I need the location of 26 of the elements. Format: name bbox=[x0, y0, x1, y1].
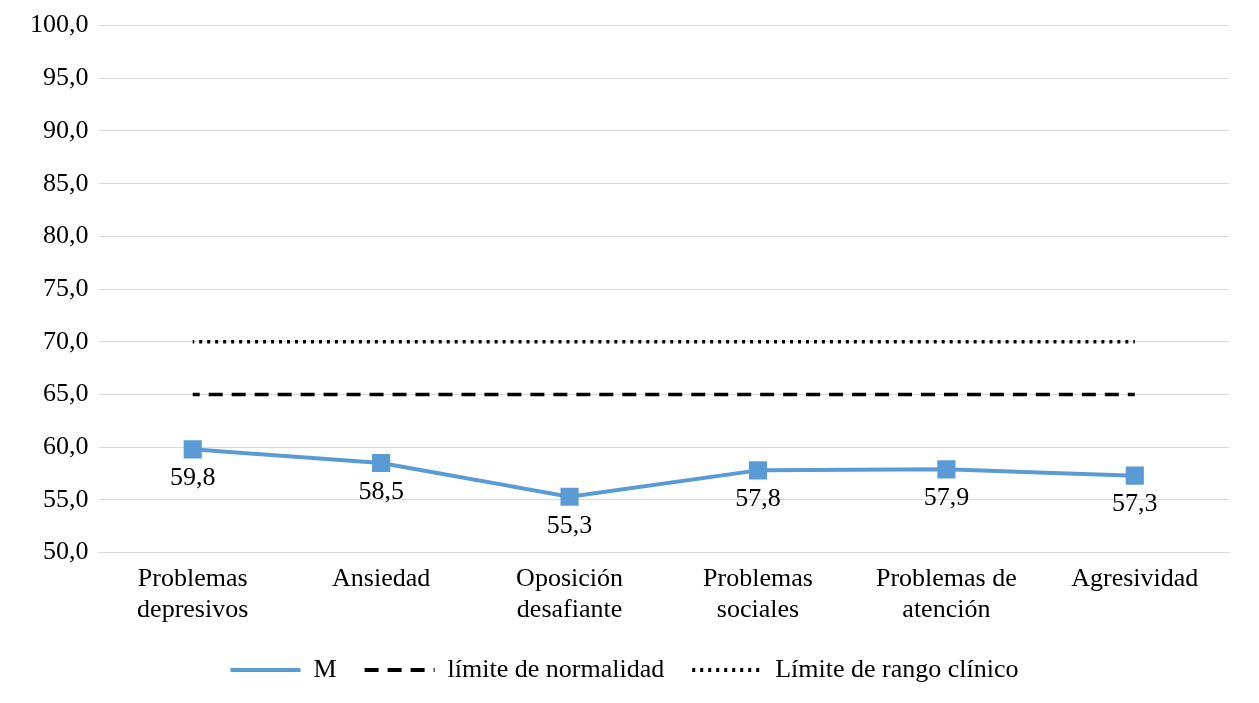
data-label: 58,5 bbox=[358, 475, 404, 505]
data-label: 57,3 bbox=[1112, 488, 1158, 518]
x-tick-label: Problemas de atención bbox=[875, 563, 1017, 624]
x-tick-label: Problemas sociales bbox=[703, 563, 813, 624]
y-tick-label: 100,0 bbox=[30, 9, 89, 39]
y-tick-label: 85,0 bbox=[43, 167, 89, 197]
y-tick-label: 60,0 bbox=[43, 431, 89, 461]
data-label: 57,8 bbox=[735, 483, 781, 513]
x-tick-label: Ansiedad bbox=[332, 563, 431, 593]
legend-label: límite de normalidad bbox=[447, 653, 665, 683]
y-tick-label: 95,0 bbox=[43, 62, 89, 92]
data-label: 57,9 bbox=[923, 482, 970, 512]
y-tick-label: 75,0 bbox=[43, 272, 89, 302]
y-tick-label: 50,0 bbox=[43, 536, 89, 566]
data-label: 59,8 bbox=[169, 462, 216, 492]
y-tick-label: 80,0 bbox=[43, 220, 89, 250]
y-tick-label: 65,0 bbox=[43, 378, 89, 408]
data-label: 55,3 bbox=[546, 509, 593, 539]
legend-label: Límite de rango clínico bbox=[775, 653, 1019, 683]
x-tick-label: Oposición desafiante bbox=[516, 563, 623, 624]
x-tick-label: Problemas depresivos bbox=[137, 563, 249, 624]
y-tick-label: 90,0 bbox=[43, 114, 89, 144]
y-tick-label: 70,0 bbox=[43, 325, 89, 355]
y-tick-label: 55,0 bbox=[43, 483, 89, 513]
legend-label: M bbox=[313, 653, 337, 683]
x-tick-label: Agresividad bbox=[1071, 563, 1199, 593]
